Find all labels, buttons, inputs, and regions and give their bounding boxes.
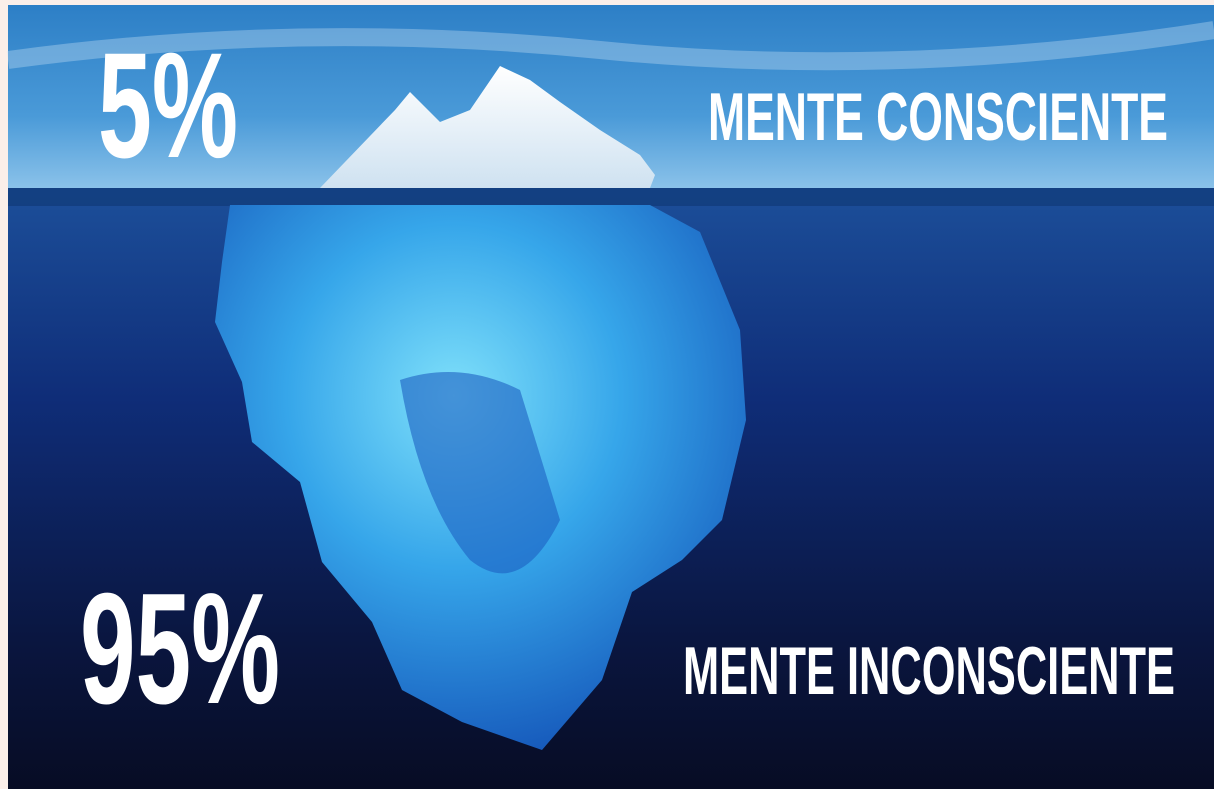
- top-label: MENTE CONSCIENTE: [708, 79, 1168, 155]
- page: 5% MENTE CONSCIENTE 95% MENTE INCONSCIEN…: [0, 0, 1214, 789]
- top-percent: 5%: [98, 21, 238, 189]
- waterline: [8, 188, 1214, 206]
- bottom-percent: 95%: [80, 561, 280, 737]
- bottom-label: MENTE INCONSCIENTE: [683, 633, 1175, 709]
- iceberg-image: 5% MENTE CONSCIENTE 95% MENTE INCONSCIEN…: [0, 0, 1214, 789]
